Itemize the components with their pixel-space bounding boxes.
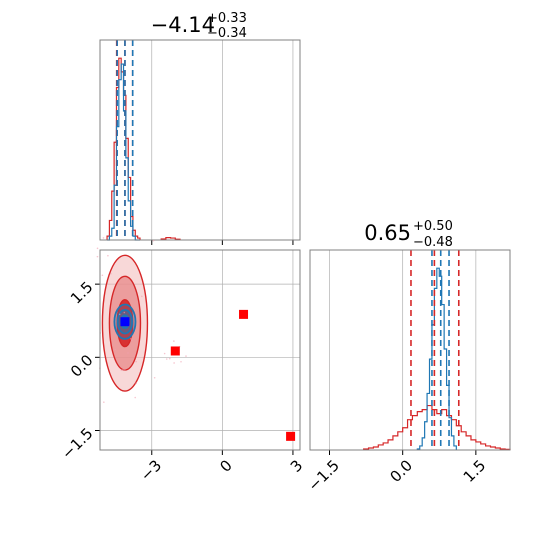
panel-bottom-right: −1.5 0.0 1.5	[304, 249, 511, 495]
br-hist-red-0	[363, 404, 511, 450]
bl-marker-3	[286, 431, 296, 441]
bl-frame	[99, 249, 301, 451]
bl-sample-dot-b8	[168, 357, 171, 360]
bl-sample-dot-6	[134, 396, 137, 399]
bl-sample-dot-0	[123, 311, 126, 314]
bl-sample-dot-21	[96, 247, 99, 250]
bl-sample-dot-b4	[185, 355, 187, 357]
bl-sample-dot-16	[102, 237, 105, 239]
bl-ytick-label-2: −1.5	[58, 424, 96, 462]
bl-sample-dot-b0	[165, 358, 168, 360]
br-xtick-label-1: 0.0	[387, 456, 417, 486]
bl-sample-dot-13	[153, 376, 156, 379]
bl-marker-1	[170, 346, 180, 356]
bl-marker-2	[239, 309, 249, 319]
title-bottom-right-main: 0.65	[364, 221, 411, 245]
bl-sample-dot-5	[110, 272, 112, 275]
bl-sample-dot-19	[101, 274, 104, 277]
bl-sample-dot-8	[135, 382, 137, 385]
bl-sample-dot-3	[96, 255, 99, 258]
bl-sample-dot-22	[107, 254, 109, 257]
br-xtick-label-2: 1.5	[460, 456, 490, 486]
bl-sample-dot-14	[118, 313, 121, 316]
br-xtick-label-0: −1.5	[304, 456, 342, 494]
bl-ytick-label-0: 1.5	[67, 278, 97, 308]
tl-frame	[99, 39, 301, 241]
title-bottom-right-sub: −0.48	[413, 235, 453, 250]
panel-top-left	[99, 39, 301, 245]
bl-xtick-label-0: −3	[137, 456, 165, 484]
bl-sample-dot-10	[103, 401, 105, 403]
bl-sample-dot-b6	[173, 340, 175, 342]
title-top-left: −4.14 +0.33 −0.34	[151, 11, 247, 41]
title-top-left-main: −4.14	[151, 13, 215, 37]
bl-sample-dot-23	[122, 368, 124, 371]
bl-sample-dot-18	[127, 352, 129, 354]
title-bottom-right: 0.65 +0.50 −0.48	[364, 219, 453, 250]
bl-ytick-label-1: 0.0	[67, 351, 97, 381]
bl-sample-dot-b2	[163, 352, 166, 355]
bl-sample-dot-7	[124, 368, 126, 371]
title-bottom-right-sup: +0.50	[413, 219, 453, 234]
bl-xtick-label-1: 0	[216, 456, 235, 475]
bl-xtick-label-2: 3	[287, 456, 306, 475]
br-frame	[309, 249, 511, 451]
bl-sample-dot-11	[152, 239, 155, 242]
title-top-left-sup: +0.33	[207, 11, 247, 26]
bl-sample-dot-20	[114, 348, 117, 351]
br-hist-blue-1	[416, 267, 457, 450]
bl-sample-dot-17	[120, 369, 123, 371]
bl-marker-0	[120, 317, 130, 327]
panel-bottom-left: −3 0 3 1.5 0.0 −1.5	[58, 237, 306, 485]
tl-hist-red-2	[160, 237, 181, 240]
bl-sample-dot-b1	[173, 362, 175, 364]
title-top-left-sub: −0.34	[207, 26, 247, 41]
bl-sample-dot-24	[130, 339, 133, 342]
bl-sample-dot-4	[129, 338, 132, 340]
bl-sample-dot-15	[135, 360, 137, 363]
bl-sample-dot-25	[141, 295, 143, 298]
bl-sample-dot-b9	[180, 360, 182, 363]
